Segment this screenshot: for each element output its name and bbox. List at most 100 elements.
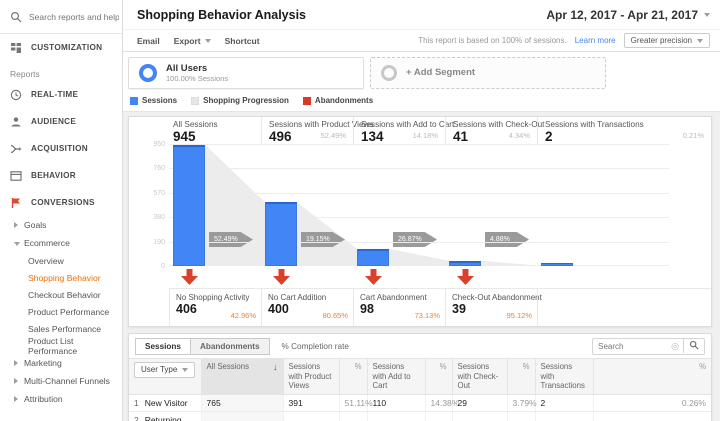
sidebar-item-goals[interactable]: Goals: [0, 216, 122, 234]
sessions-bar: [173, 144, 205, 266]
progression-swatch-icon: [191, 96, 200, 105]
legend-sessions: Sessions: [130, 96, 177, 105]
gridline: [169, 265, 669, 266]
sidebar-item-behavior[interactable]: BEHAVIOR: [0, 162, 122, 189]
user-type-dropdown[interactable]: User Type: [134, 362, 196, 378]
segment-donut-icon: [381, 65, 397, 81]
page-title: Shopping Behavior Analysis: [137, 7, 307, 22]
progression-arrow: 26.87%: [393, 232, 437, 247]
segment-all-users[interactable]: All Users 100.00% Sessions: [128, 57, 364, 89]
email-button[interactable]: Email: [137, 35, 160, 46]
shopping-progression-silhouette: [205, 144, 639, 266]
col-header-check-out[interactable]: Sessions with Check-Out: [451, 357, 507, 396]
chevron-down-icon: [704, 12, 710, 17]
export-button[interactable]: Export: [174, 36, 211, 46]
col-header-user-type: User Type: [129, 357, 201, 396]
gridline: [169, 144, 669, 145]
legend-abandonments: Abandonments: [302, 96, 373, 105]
sidebar-item-overview[interactable]: Overview: [28, 255, 64, 266]
flag-icon: [11, 197, 20, 208]
learn-more-link[interactable]: Learn more: [574, 36, 616, 45]
data-table-card: Sessions Abandonments % Completion rate …: [128, 333, 712, 421]
col-header-transactions[interactable]: Sessions with Transactions: [534, 357, 593, 396]
search-input[interactable]: [29, 11, 119, 22]
progression-arrow: 19.15%: [301, 232, 345, 247]
funnel-step-product-views: Sessions with Product Views 496 52.49%: [261, 117, 374, 144]
segment-donut-icon: [139, 64, 157, 82]
sidebar-item-label: CUSTOMIZATION: [31, 43, 103, 52]
col-header-pct[interactable]: %: [592, 357, 711, 396]
table-toolbar: Sessions Abandonments % Completion rate …: [129, 334, 711, 358]
col-header-all-sessions[interactable]: All Sessions ↓: [200, 357, 283, 396]
page-header: Shopping Behavior Analysis Apr 12, 2017 …: [123, 0, 720, 30]
col-header-product-views[interactable]: Sessions with Product Views: [282, 357, 339, 396]
sidebar-item-acquisition[interactable]: ACQUISITION: [0, 135, 122, 162]
abandonment-check-out-abandonment: Check-Out Abandonment 39 95.12%: [445, 289, 542, 326]
col-header-add-to-cart[interactable]: Sessions with Add to Cart: [366, 357, 425, 396]
sidebar-item-conversions[interactable]: CONVERSIONS: [0, 189, 122, 216]
clock-icon: [10, 89, 22, 100]
customization-icon: [11, 42, 21, 53]
row-label: New Visitor: [144, 398, 188, 409]
tab-abandonments[interactable]: Abandonments: [190, 337, 270, 355]
sessions-bar: [265, 202, 297, 266]
sidebar-item-label: CONVERSIONS: [31, 198, 95, 207]
col-header-pct[interactable]: %: [506, 357, 535, 396]
sidebar: CUSTOMIZATION Reports REAL-TIME AUDIENCE…: [0, 0, 123, 421]
funnel-step-headers: All Sessions 945 Sessions with Product V…: [129, 117, 711, 144]
sidebar-item-attribution[interactable]: Attribution: [0, 390, 122, 408]
sessions-swatch-icon: [130, 96, 138, 105]
sidebar-item-sales-performance[interactable]: Sales Performance: [28, 323, 102, 334]
legend-shopping-progression: Shopping Progression: [191, 96, 289, 105]
y-axis-tick-label: 0: [161, 263, 165, 270]
sidebar-item-product-performance[interactable]: Product Performance: [28, 306, 110, 317]
sidebar-item-ecommerce[interactable]: Ecommerce: [0, 234, 122, 252]
sidebar-item-audience[interactable]: AUDIENCE: [0, 108, 122, 135]
shortcut-button[interactable]: Shortcut: [224, 35, 260, 46]
gridline: [169, 217, 669, 219]
search-icon: [10, 11, 22, 22]
add-segment-button[interactable]: + Add Segment: [370, 57, 606, 89]
behavior-icon: [10, 170, 22, 181]
date-range-selector[interactable]: Apr 12, 2017 - Apr 21, 2017: [546, 8, 710, 22]
gridline: [169, 168, 669, 170]
chart-legend: Sessions Shopping Progression Abandonmen…: [128, 89, 712, 107]
shopping-behavior-table: User Type All Sessions ↓ Sessions with Pr…: [129, 357, 711, 421]
abandonment-arrow-icon: [365, 269, 382, 285]
tab-sessions[interactable]: Sessions: [135, 337, 191, 355]
sidebar-item-product-list-performance[interactable]: Product List Performance: [28, 335, 78, 356]
report-search-bar[interactable]: [0, 0, 122, 34]
col-header-pct[interactable]: %: [424, 357, 452, 396]
sidebar-item-label: AUDIENCE: [31, 117, 77, 126]
table-row[interactable]: 1 New Visitor 765 391 51.11% 110 14.38% 2…: [129, 394, 711, 413]
sidebar-item-label: BEHAVIOR: [31, 171, 77, 180]
col-header-pct[interactable]: %: [338, 357, 367, 396]
sessions-bar: [449, 260, 481, 266]
progression-arrow: 4.88%: [485, 232, 529, 247]
acquisition-icon: [10, 144, 22, 153]
y-axis-tick-label: 190: [153, 238, 165, 246]
sampling-note: This report is based on 100% of sessions…: [418, 36, 567, 45]
sidebar-item-marketing[interactable]: Marketing: [0, 354, 122, 372]
precision-dropdown[interactable]: Greater precision: [623, 33, 710, 48]
sidebar-item-shopping-behavior[interactable]: Shopping Behavior: [28, 272, 101, 283]
sidebar-item-customization[interactable]: CUSTOMIZATION: [0, 34, 122, 61]
row-label: Returning Visitor: [144, 415, 182, 421]
sidebar-item-checkout-behavior[interactable]: Checkout Behavior: [28, 289, 101, 300]
table-search-input[interactable]: [593, 341, 672, 351]
funnel-step-transactions: Sessions with Transactions 2 0.21%: [537, 117, 711, 144]
gridline: [169, 241, 669, 243]
segment-detail: 100.00% Sessions: [166, 74, 229, 84]
sidebar-item-realtime[interactable]: REAL-TIME: [0, 81, 122, 108]
chevron-right-icon: [14, 396, 18, 402]
person-icon: [11, 116, 21, 126]
search-icon[interactable]: [683, 339, 704, 353]
advanced-search-icon[interactable]: ◎: [671, 340, 679, 351]
abandonments-swatch-icon: [302, 96, 311, 105]
sessions-bar: [357, 248, 389, 266]
sidebar-item-label: REAL-TIME: [31, 90, 79, 99]
completion-rate-toggle[interactable]: % Completion rate: [281, 341, 349, 351]
sidebar-item-multi-channel-funnels[interactable]: Multi-Channel Funnels: [0, 372, 122, 390]
